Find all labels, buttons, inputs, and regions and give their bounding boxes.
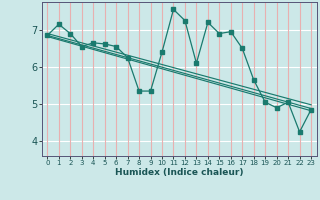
- X-axis label: Humidex (Indice chaleur): Humidex (Indice chaleur): [115, 168, 244, 177]
